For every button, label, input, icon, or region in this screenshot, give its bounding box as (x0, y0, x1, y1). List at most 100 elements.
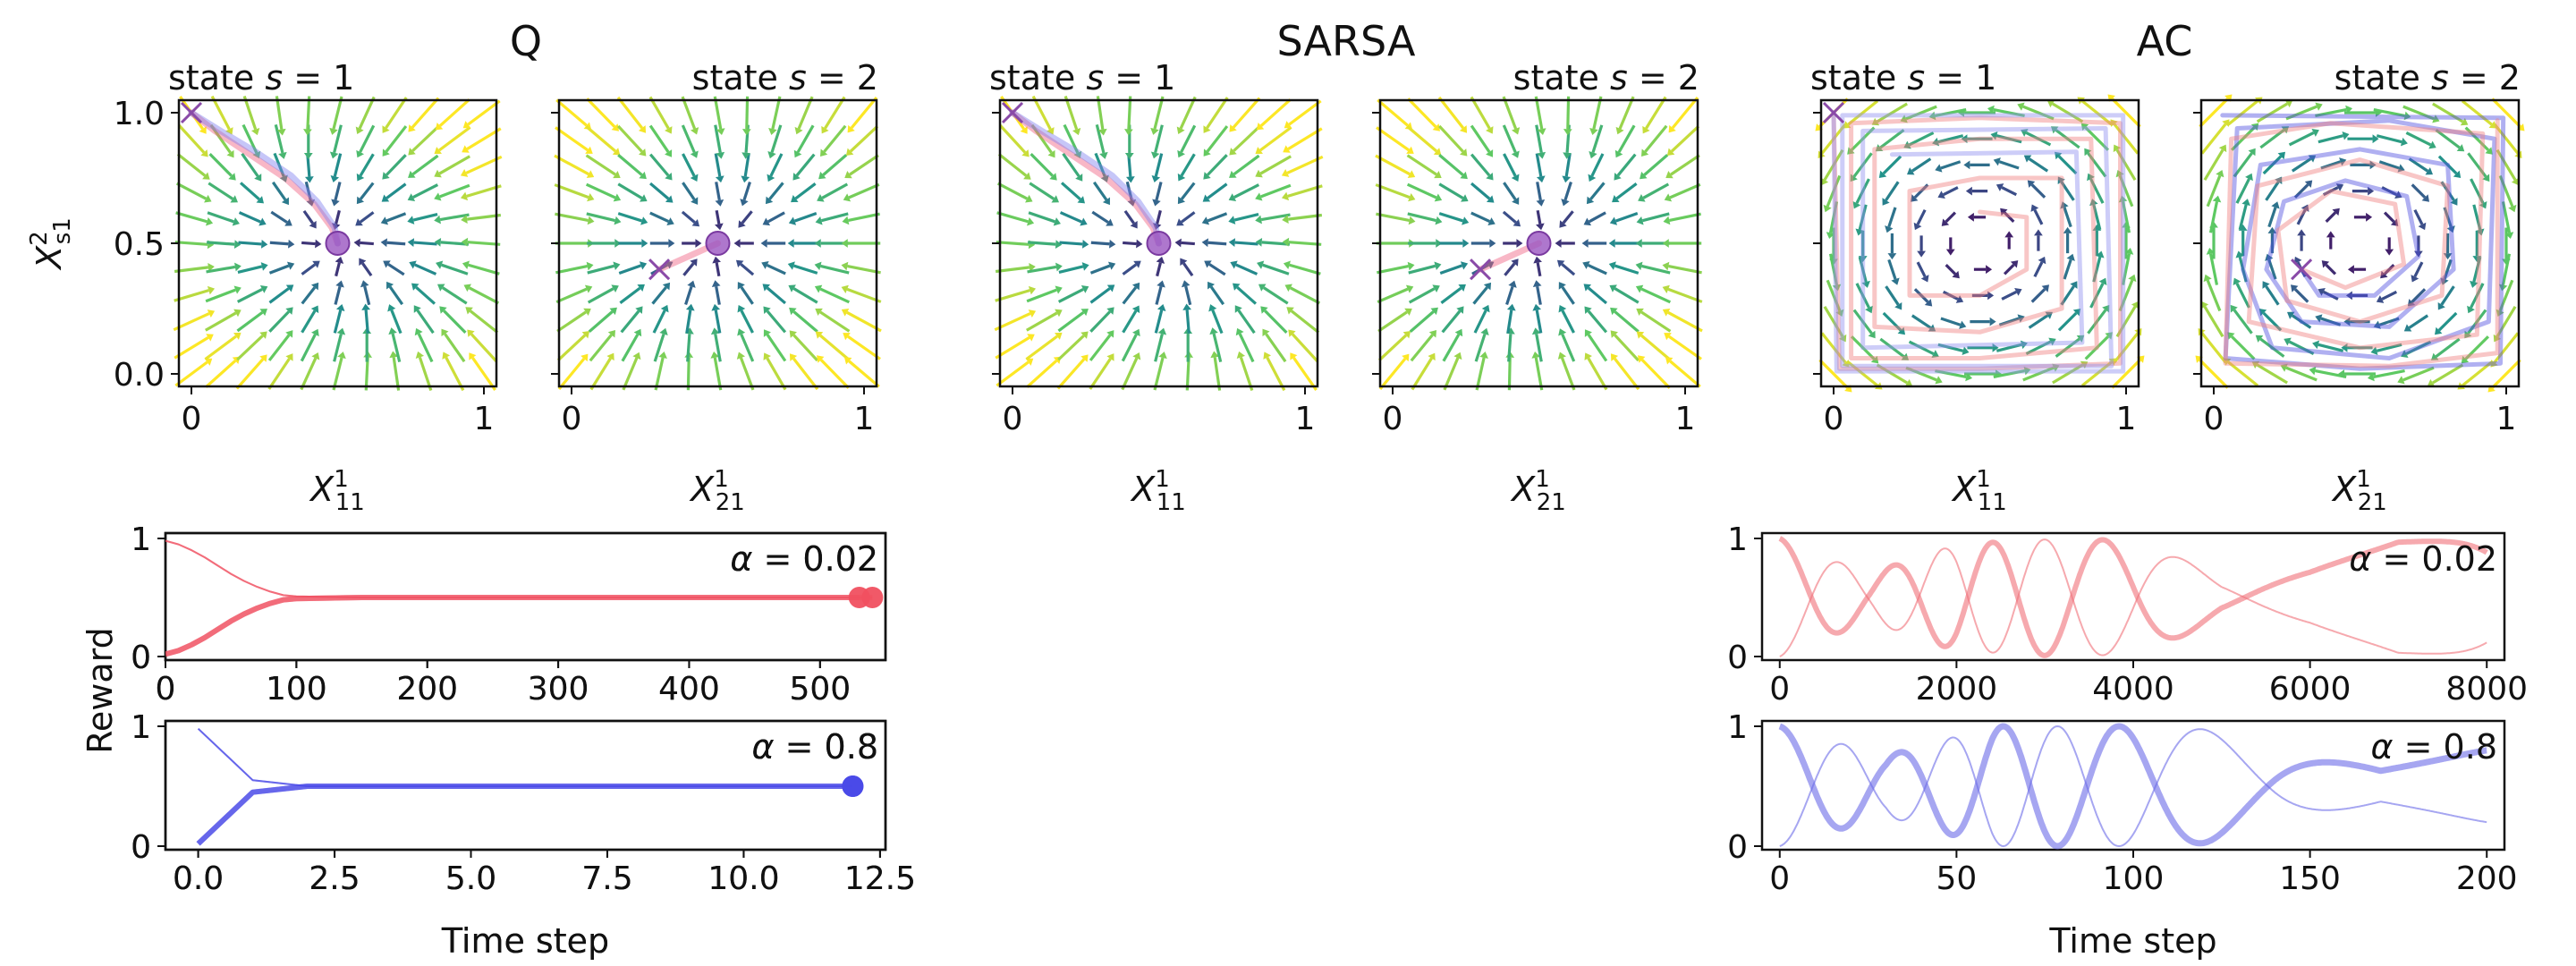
field-arrow (2238, 204, 2248, 231)
field-arrowhead (1432, 123, 1440, 131)
field-arrowhead (1992, 343, 1999, 352)
field-arrowhead (814, 284, 823, 293)
field-arrow (470, 333, 498, 363)
field-arrowhead (1920, 275, 1929, 283)
x-tick-label: 500 (789, 671, 851, 708)
field-arrowhead (1589, 151, 1597, 159)
field-arrow (1937, 343, 1964, 352)
y-tick-label: 1 (131, 709, 151, 746)
field-arrow (2296, 208, 2307, 225)
field-arrow (1122, 263, 1138, 275)
field-arrowhead (1229, 124, 1237, 132)
x-tick-label: 10.0 (708, 860, 779, 897)
y-tick-label: 0 (131, 829, 151, 866)
field-arrowhead (434, 238, 442, 247)
field-arrow (2322, 186, 2339, 197)
field-arrowhead (2113, 144, 2122, 153)
field-arrow (1438, 154, 1464, 176)
field-arrowhead (1106, 353, 1114, 361)
field-arrowhead (355, 218, 363, 226)
field-arrow (1850, 335, 1876, 360)
field-arrowhead (1878, 170, 1887, 179)
field-arrow (1536, 285, 1542, 305)
field-arrowhead (1588, 174, 1597, 182)
field-arrow (236, 287, 263, 303)
field-arrowhead (817, 193, 825, 202)
field-arrowhead (1638, 193, 1646, 202)
field-arrowhead (303, 152, 313, 159)
field-arrowhead (1228, 193, 1237, 201)
field-arrowhead (1536, 223, 1545, 231)
field-arrowhead (1157, 327, 1167, 335)
field-arrowhead (1433, 148, 1442, 156)
field-arrow (2435, 129, 2461, 149)
field-arrowhead (1080, 309, 1089, 317)
field-arrowhead (633, 328, 642, 337)
field-arrowhead (434, 147, 442, 155)
field-arrowhead (2110, 119, 2118, 127)
field-arrow (681, 124, 696, 154)
field-arrowhead (1481, 304, 1490, 313)
field-arrow (1154, 124, 1164, 154)
field-arrow (1670, 154, 1700, 176)
algorithm-title-ac: AC (2137, 17, 2193, 65)
field-arrow (620, 309, 640, 334)
field-arrow (443, 309, 467, 334)
field-arrowhead (1152, 199, 1161, 207)
field-arrowhead (1203, 148, 1211, 157)
field-arrow (1470, 124, 1491, 153)
field-arrow (1911, 314, 1932, 329)
field-arrowhead (665, 149, 673, 157)
field-arrow (174, 360, 208, 387)
field-arrowhead (2267, 226, 2277, 233)
field-arrowhead (1174, 238, 1182, 248)
field-arrow (621, 334, 640, 362)
field-arrowhead (2216, 169, 2224, 178)
field-arrow (1474, 333, 1487, 362)
field-arrowhead (1855, 228, 1864, 236)
field-arrowhead (1635, 284, 1644, 293)
field-arrow (1025, 335, 1058, 360)
field-arrow (333, 309, 343, 334)
field-arrow (554, 154, 589, 176)
field-arrowhead (639, 261, 648, 270)
field-arrow (1820, 123, 1847, 155)
field-arrow (205, 288, 236, 303)
field-arrow (388, 285, 404, 306)
field-arrowhead (1075, 174, 1083, 182)
field-arrow (441, 263, 469, 275)
field-arrow (820, 212, 849, 223)
field-arrowhead (1608, 239, 1615, 248)
field-arrow (2060, 181, 2075, 201)
field-arrowhead (304, 176, 314, 183)
field-arrowhead (233, 309, 242, 318)
field-arrow (1289, 286, 1321, 305)
phase-ac-s1-start-marker (1822, 101, 1845, 124)
ts-ac-top-line-a (1779, 538, 2487, 657)
field-arrow (439, 183, 470, 199)
x-tick-label: 0 (1769, 671, 1790, 708)
field-arrowhead (2070, 281, 2078, 289)
field-arrow (742, 182, 751, 201)
field-arrow (2405, 131, 2432, 147)
field-arrowhead (814, 261, 822, 271)
field-arrow (819, 310, 851, 333)
field-arrow (1855, 283, 1870, 309)
x-tick-label: 0 (562, 401, 582, 437)
field-arrowhead (206, 334, 214, 342)
field-arrow (2199, 359, 2229, 389)
field-arrowhead (1080, 217, 1088, 226)
field-arrow (444, 333, 466, 363)
field-arrowhead (607, 329, 616, 338)
field-arrow (1828, 201, 1839, 233)
field-arrow (2383, 263, 2395, 275)
phase-q-s1-trajectory-1 (188, 109, 341, 247)
field-arrow (587, 287, 614, 304)
field-arrowhead (737, 328, 746, 336)
field-arrowhead (1262, 328, 1270, 337)
field-arrow (1238, 333, 1255, 363)
field-arrowhead (612, 148, 621, 156)
field-arrowhead (789, 307, 797, 316)
field-arrowhead (1402, 353, 1410, 362)
field-arrowhead (581, 331, 590, 339)
